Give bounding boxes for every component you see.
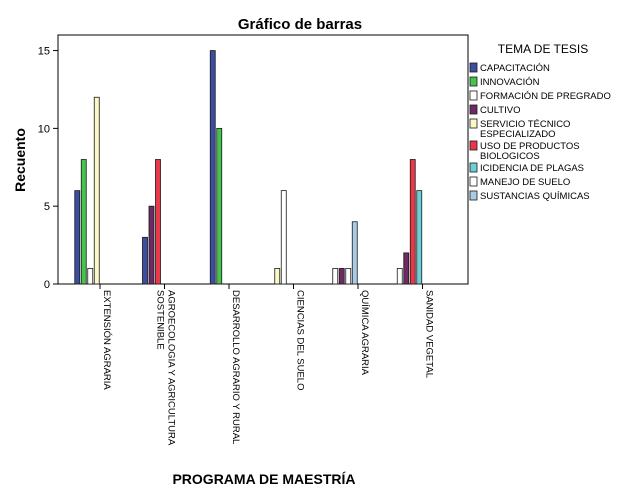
x-tick-label: QUÍMICA AGRARIA (359, 290, 370, 376)
bar-icidencia-de-plagas (416, 190, 423, 285)
plot-area: 0 5 10 15 EXTENSIÓN AGRARIA AGROECOLOGIA Y AG… (38, 34, 469, 446)
y-tick-label: 10 (38, 123, 50, 135)
bar-sustancias-qu-micas (351, 221, 358, 285)
legend-title: TEMA DE TESIS (498, 42, 588, 56)
bar-capacitaci-n (209, 50, 216, 285)
y-tick-label: 5 (44, 201, 50, 213)
x-axis-label: PROGRAMA DE MAESTRÍA (172, 471, 355, 487)
x-tick-label: SOSTENIBLE (155, 290, 166, 350)
bar-capacitaci-n (74, 190, 81, 285)
legend: TEMA DE TESIS CAPACITACIÓN INNOVACIÓN FORM… (469, 42, 611, 202)
legend-swatch (469, 90, 478, 101)
bar-innovaci-n (80, 159, 87, 285)
bar-uso-de-productos-biologicos (155, 159, 161, 285)
legend-swatch (469, 76, 478, 87)
bar-cultivo (148, 205, 155, 285)
legend-swatch (469, 162, 478, 173)
x-tick-label: SANIDAD VEGETAL (424, 290, 435, 378)
legend-swatch (469, 118, 478, 129)
bar-cultivo (403, 252, 410, 285)
y-tick-label: 0 (44, 279, 50, 291)
legend-label: FORMACIÓN DE PREGRADO (480, 91, 611, 102)
bar-manejo-de-suelo (345, 268, 352, 285)
legend-label: USO DE PRODUCTOS (480, 141, 580, 152)
bar-servicio-t-cnico-especializado (274, 268, 281, 285)
bar-innovaci-n (216, 127, 223, 285)
legend-label: CAPACITACIÓN (480, 63, 550, 74)
legend-swatch (469, 190, 478, 201)
legend-label: MANEJO DE SUELO (480, 177, 570, 188)
legend-label: INNOVACIÓN (480, 77, 540, 88)
legend-swatch (469, 176, 478, 187)
bar-uso-de-productos-biologicos (409, 159, 416, 285)
x-tick-label: EXTENSIÓN AGRARIA (101, 290, 112, 390)
legend-label: SUSTANCIAS QUÍMICAS (480, 191, 590, 202)
bar-servicio-t-cnico-especializado (93, 96, 100, 285)
y-axis-label: Recuento (12, 128, 28, 192)
legend-label: SERVICIO TÉCNICO (480, 119, 570, 130)
bar-formaci-n-de-pregrado (87, 268, 94, 285)
x-tick-label: DESARROLLO AGRARIO Y RURAL (230, 290, 241, 444)
y-tick-label: 15 (38, 46, 50, 58)
legend-label: BIOLOGICOS (480, 151, 540, 162)
bar-formaci-n-de-pregrado (332, 268, 339, 285)
bar-cultivo (338, 268, 345, 285)
chart-title: Gráfico de barras (238, 16, 362, 33)
legend-swatch (469, 140, 478, 151)
bar-capacitaci-n (142, 236, 148, 285)
x-tick-label: AGROECOLOGIA Y AGRICULTURA (166, 290, 177, 446)
legend-swatch (469, 104, 478, 115)
legend-swatch (469, 62, 478, 73)
x-tick-label: CIENCIAS DEL SUELO (295, 290, 306, 390)
bar-formaci-n-de-pregrado (396, 268, 403, 285)
legend-label: ESPECIALIZADO (480, 129, 556, 140)
bar-manejo-de-suelo (280, 190, 287, 285)
legend-label: ICIDENCIA DE PLAGAS (480, 163, 584, 174)
plot-frame (57, 34, 469, 285)
legend-label: CULTIVO (480, 105, 520, 116)
